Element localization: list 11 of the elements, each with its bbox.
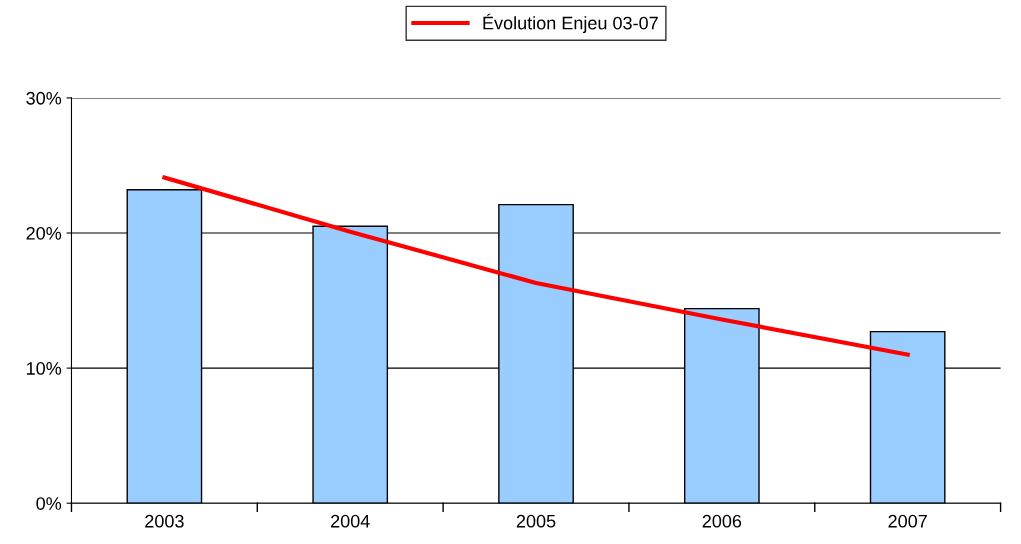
y-tick-label: 20% (26, 226, 62, 240)
y-tick-label: 30% (26, 91, 62, 105)
x-tick-label: 2006 (702, 514, 742, 528)
legend-label: Évolution Enjeu 03-07 (483, 13, 658, 34)
x-tick-label: 2007 (888, 514, 927, 528)
x-tick-label: 2003 (145, 514, 184, 528)
x-tick-label: 2004 (331, 514, 370, 528)
y-tick-label: 0% (36, 497, 62, 510)
x-tick-label: 2005 (516, 514, 556, 528)
line-series (162, 175, 910, 357)
y-tick-label: 10% (26, 362, 62, 375)
